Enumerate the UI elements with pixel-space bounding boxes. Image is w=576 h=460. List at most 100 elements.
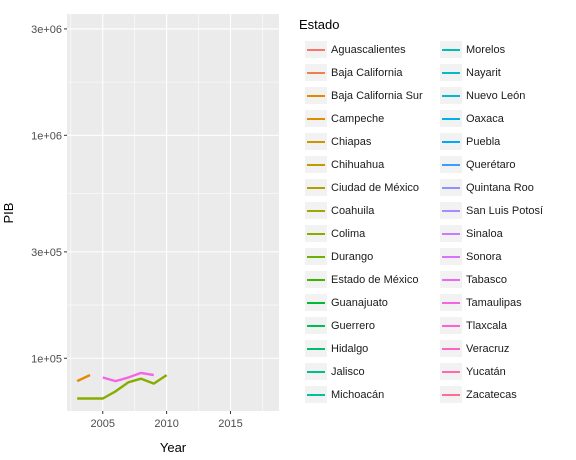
legend-column-2: Morelos Nayarit Nuevo León Oaxaca Puebla Quer… xyxy=(440,38,575,406)
legend-label: Guerrero xyxy=(331,319,376,332)
legend-item: Querétaro xyxy=(440,153,575,176)
legend-label: Puebla xyxy=(466,135,501,148)
legend-key xyxy=(305,363,327,380)
legend-label: San Luis Potosí xyxy=(466,204,544,217)
plot-panel xyxy=(67,14,279,411)
legend-item: Jalisco xyxy=(305,360,440,383)
y-axis-title: PIB xyxy=(1,203,16,224)
x-tick-label: 2005 xyxy=(91,418,115,430)
legend-label: Aguascalientes xyxy=(331,43,406,56)
legend-label: Nuevo León xyxy=(466,89,526,102)
series-line xyxy=(77,374,168,400)
legend-item: Hidalgo xyxy=(305,337,440,360)
x-tick-label: 2015 xyxy=(218,418,242,430)
legend-label: Durango xyxy=(331,250,374,263)
legend-item: Chiapas xyxy=(305,130,440,153)
legend-item: Zacatecas xyxy=(440,383,575,406)
legend-label: Zacatecas xyxy=(466,388,517,401)
legend-label: Chiapas xyxy=(331,135,372,148)
legend-swatch xyxy=(442,324,460,327)
legend-key xyxy=(440,340,462,357)
y-tick-label: 1e+05 xyxy=(31,353,62,365)
legend-swatch xyxy=(442,94,460,97)
legend-key xyxy=(305,317,327,334)
legend-key xyxy=(305,133,327,150)
legend-item: San Luis Potosí xyxy=(440,199,575,222)
legend-swatch xyxy=(442,163,460,166)
legend-key xyxy=(305,386,327,403)
legend-key xyxy=(440,363,462,380)
legend: Estado Aguascalientes Baja California Baja… xyxy=(299,16,575,406)
legend-item: Sinaloa xyxy=(440,222,575,245)
legend-item: Michoacán xyxy=(305,383,440,406)
legend-key xyxy=(305,64,327,81)
legend-label: Morelos xyxy=(466,43,506,56)
legend-key xyxy=(440,202,462,219)
legend-key xyxy=(440,41,462,58)
legend-swatch xyxy=(442,347,460,350)
legend-label: Estado de México xyxy=(331,273,419,286)
legend-swatch xyxy=(307,71,325,74)
legend-swatch xyxy=(307,117,325,120)
legend-swatch xyxy=(442,140,460,143)
legend-swatch xyxy=(442,255,460,258)
legend-key xyxy=(305,294,327,311)
legend-item: Tabasco xyxy=(440,268,575,291)
legend-item: Durango xyxy=(305,245,440,268)
legend-swatch xyxy=(442,370,460,373)
legend-label: Baja California xyxy=(331,66,403,79)
legend-label: Coahuila xyxy=(331,204,375,217)
legend-key xyxy=(305,225,327,242)
legend-label: Veracruz xyxy=(466,342,510,355)
legend-label: Oaxaca xyxy=(466,112,504,125)
x-axis-ticks: 2005 2010 2015 xyxy=(91,411,243,430)
legend-item: Chihuahua xyxy=(305,153,440,176)
legend-item: Aguascalientes xyxy=(305,38,440,61)
legend-swatch xyxy=(442,209,460,212)
legend-label: Ciudad de México xyxy=(331,181,420,194)
y-tick-label: 3e+06 xyxy=(31,24,62,36)
legend-item: Quintana Roo xyxy=(440,176,575,199)
legend-item: Colima xyxy=(305,222,440,245)
legend-key xyxy=(305,340,327,357)
legend-key xyxy=(305,87,327,104)
x-axis-title: Year xyxy=(160,440,187,455)
legend-swatch xyxy=(442,71,460,74)
legend-title: Estado xyxy=(299,17,340,32)
legend-item: Guerrero xyxy=(305,314,440,337)
legend-item: Yucatán xyxy=(440,360,575,383)
legend-columns: Aguascalientes Baja California Baja Califo… xyxy=(305,38,575,406)
legend-swatch xyxy=(442,232,460,235)
legend-item: Baja California xyxy=(305,61,440,84)
legend-item: Coahuila xyxy=(305,199,440,222)
legend-key xyxy=(440,225,462,242)
legend-key xyxy=(440,294,462,311)
legend-key xyxy=(440,386,462,403)
chart: 3e+06 1e+06 3e+05 1e+05 2005 2010 2015 Year P… xyxy=(1,14,279,455)
legend-swatch xyxy=(307,232,325,235)
y-tick-label: 1e+06 xyxy=(31,130,62,142)
legend-swatch xyxy=(307,301,325,304)
legend-key xyxy=(440,179,462,196)
legend-label: Nayarit xyxy=(466,66,501,79)
legend-item: Puebla xyxy=(440,130,575,153)
legend-item: Guanajuato xyxy=(305,291,440,314)
legend-key xyxy=(440,156,462,173)
legend-label: Hidalgo xyxy=(331,342,369,355)
legend-swatch xyxy=(442,301,460,304)
legend-item: Sonora xyxy=(440,245,575,268)
legend-item: Ciudad de México xyxy=(305,176,440,199)
legend-item: Nayarit xyxy=(440,61,575,84)
legend-item: Estado de México xyxy=(305,268,440,291)
series-line xyxy=(76,374,91,383)
legend-swatch xyxy=(307,393,325,396)
legend-swatch xyxy=(442,48,460,51)
y-axis-ticks: 3e+06 1e+06 3e+05 1e+05 xyxy=(31,24,67,365)
legend-label: Sonora xyxy=(466,250,502,263)
legend-label: Jalisco xyxy=(331,365,365,378)
legend-item: Veracruz xyxy=(440,337,575,360)
legend-key xyxy=(440,317,462,334)
legend-key xyxy=(305,110,327,127)
legend-label: Sinaloa xyxy=(466,227,503,240)
legend-key xyxy=(305,271,327,288)
